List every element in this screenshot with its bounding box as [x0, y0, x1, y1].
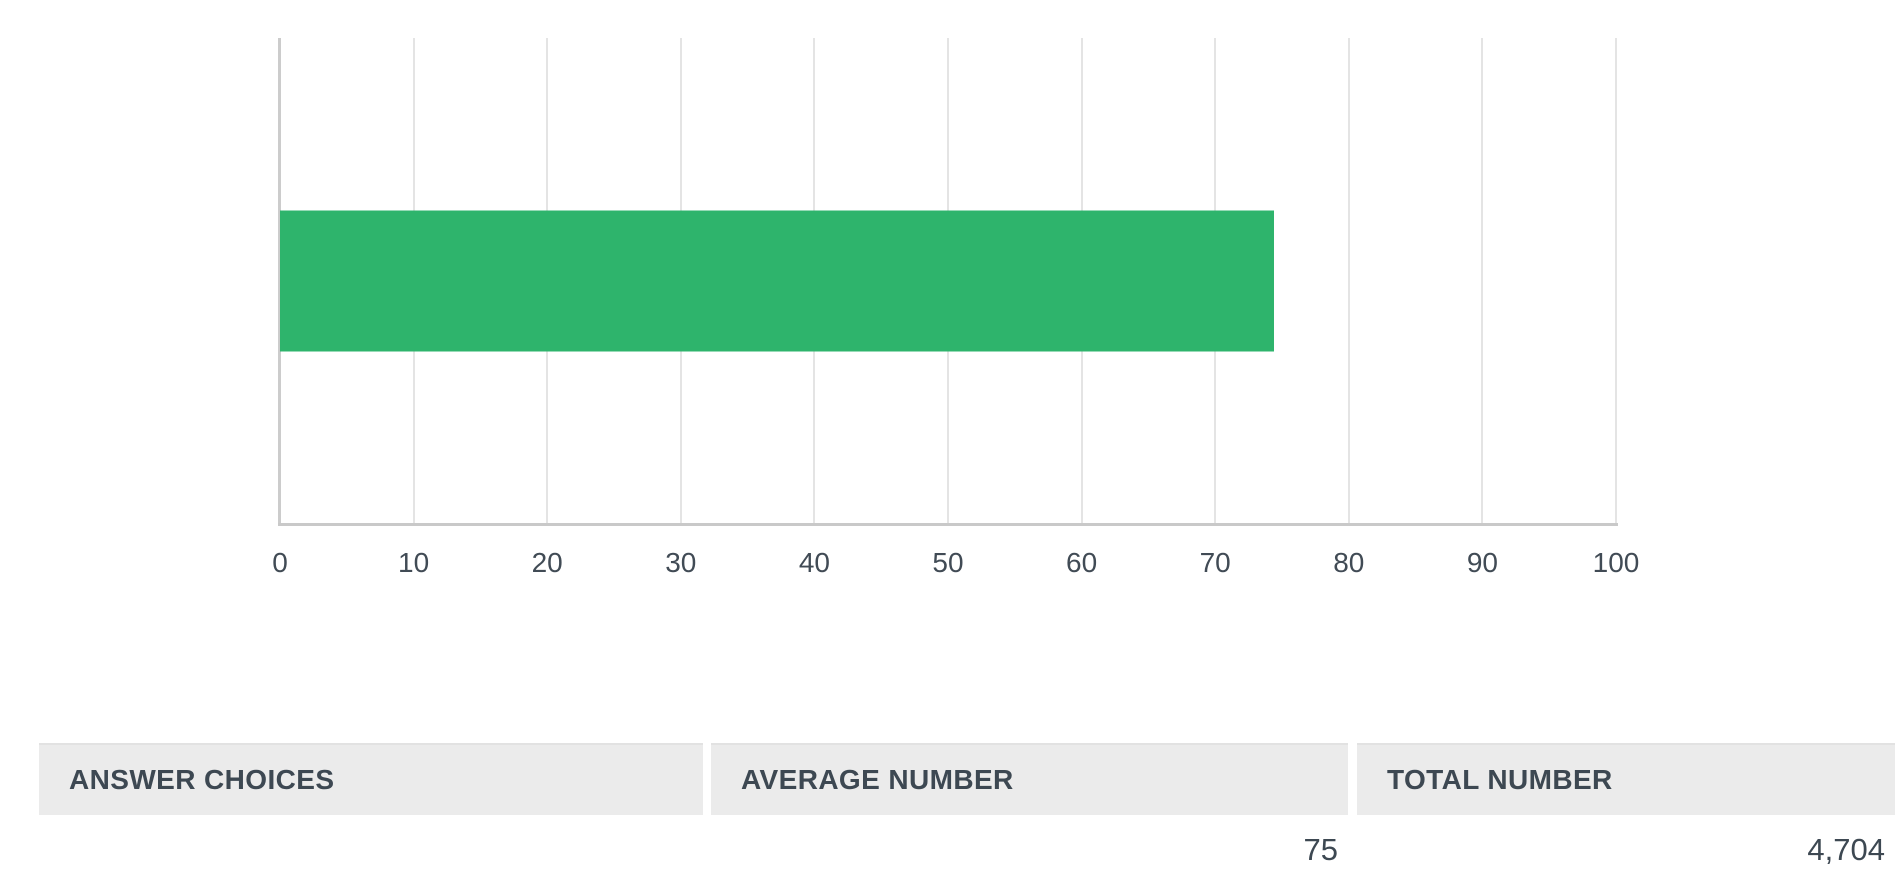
column-header-label: ANSWER CHOICES [69, 764, 335, 795]
gridline [1347, 38, 1350, 523]
cell-average-number: 75 [711, 815, 1348, 885]
cell-answer-choice [39, 815, 703, 885]
x-tick-label: 80 [1333, 547, 1365, 578]
x-axis-line [278, 523, 1618, 526]
x-tick-label: 60 [1066, 547, 1098, 578]
cell-total-number: 4,704 [1357, 815, 1895, 885]
column-header-label: AVERAGE NUMBER [741, 764, 1014, 795]
x-axis-tick-labels: 0 10 20 30 40 50 60 70 80 90 100 [272, 546, 1639, 582]
column-header-answer-choices: ANSWER CHOICES [39, 743, 703, 815]
column-header-total-number: TOTAL NUMBER [1357, 743, 1895, 815]
x-tick-label: 70 [1199, 547, 1231, 578]
results-table-header-row: ANSWER CHOICES AVERAGE NUMBER TOTAL NUMB… [39, 743, 1895, 815]
bar-average-number [280, 210, 1274, 351]
x-tick-label: 40 [798, 547, 830, 578]
average-number-value: 75 [1303, 832, 1338, 867]
column-header-label: TOTAL NUMBER [1387, 764, 1613, 795]
results-table-data-row: 75 4,704 [39, 815, 1895, 885]
chart-plot-area [278, 38, 1618, 526]
results-table: ANSWER CHOICES AVERAGE NUMBER TOTAL NUMB… [39, 743, 1895, 885]
x-tick-label: 50 [932, 547, 964, 578]
x-tick-label: 0 [272, 547, 288, 578]
y-axis-line [278, 38, 281, 523]
bar-chart: 0 10 20 30 40 50 60 70 80 90 100 [272, 38, 1639, 582]
x-tick-label: 30 [665, 547, 697, 578]
x-tick-label: 90 [1466, 547, 1498, 578]
x-tick-label: 20 [531, 547, 563, 578]
column-header-average-number: AVERAGE NUMBER [711, 743, 1348, 815]
x-tick-label: 100 [1592, 547, 1640, 578]
x-tick-label: 10 [398, 547, 430, 578]
gridline [1481, 38, 1484, 523]
gridline [1615, 38, 1617, 523]
total-number-value: 4,704 [1807, 832, 1885, 867]
